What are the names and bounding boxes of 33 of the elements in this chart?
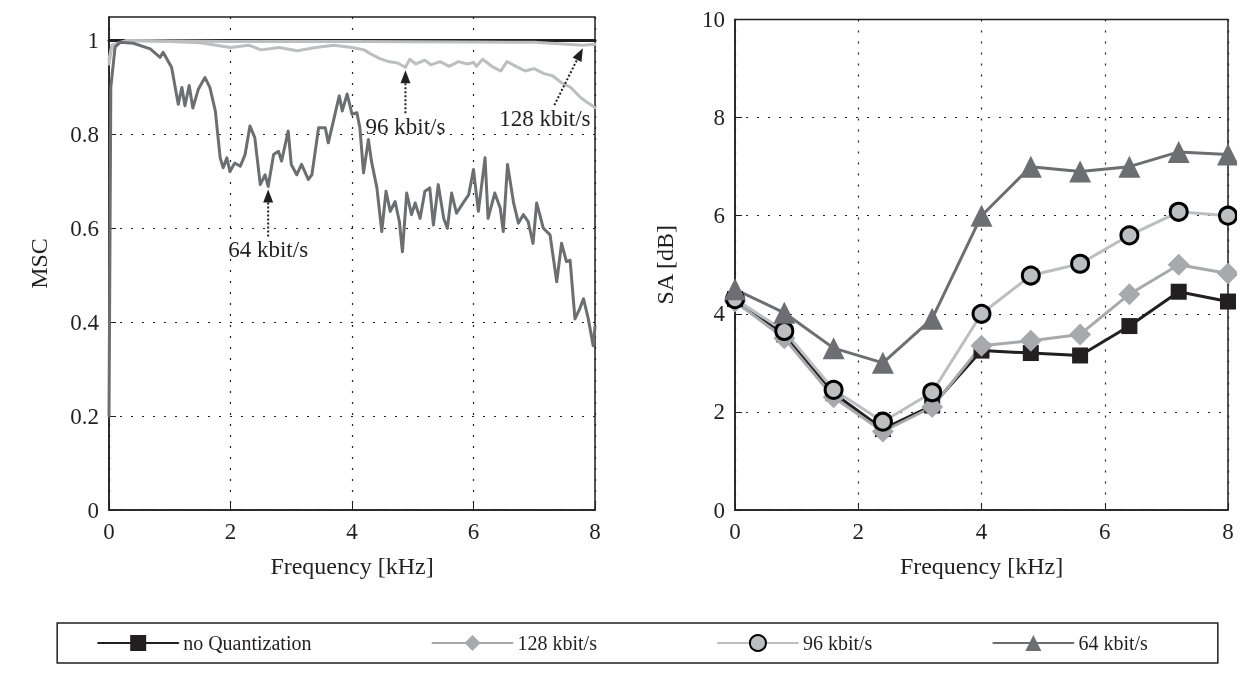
x-tick-label: 2 [852, 519, 864, 544]
x-tick-label: 2 [224, 519, 237, 544]
y-tick-label: 6 [713, 203, 725, 229]
x-tick-label: 6 [467, 519, 480, 544]
y-tick-label: 8 [713, 105, 725, 131]
x-tick-label: 8 [1222, 519, 1234, 544]
x-axis-title: Frequency [kHz] [899, 553, 1064, 579]
y-axis-title: MSC [26, 238, 52, 289]
legend-label: no Quantization [183, 632, 312, 654]
legend-label: 128 kbit/s [517, 632, 598, 654]
annotation: 128 kbit/s [499, 106, 591, 132]
y-tick-label: 0 [87, 497, 99, 523]
y-tick-label: 10 [702, 7, 725, 32]
y-axis-title: SA [dB] [652, 225, 678, 305]
y-tick-label: 4 [713, 301, 726, 327]
y-tick-label: 0.8 [70, 121, 99, 147]
annotation: 96 kbit/s [365, 114, 446, 140]
x-tick-label: 6 [1099, 519, 1111, 544]
y-tick-label: 1 [87, 27, 99, 53]
x-axis-title: Frequency [kHz] [270, 553, 434, 579]
y-tick-label: 0.6 [70, 215, 99, 241]
y-tick-label: 2 [713, 399, 725, 425]
legend-label: 96 kbit/s [802, 632, 873, 654]
x-tick-label: 8 [589, 519, 601, 544]
y-tick-label: 0 [713, 497, 725, 523]
y-tick-label: 0.4 [70, 309, 100, 335]
annotation: 64 kbit/s [228, 237, 309, 263]
y-tick-label: 0.2 [70, 403, 99, 429]
x-tick-label: 0 [729, 519, 741, 544]
x-tick-label: 4 [975, 519, 988, 544]
legend-label: 64 kbit/s [1078, 632, 1149, 654]
x-tick-label: 0 [103, 519, 115, 544]
x-tick-label: 4 [346, 519, 359, 544]
